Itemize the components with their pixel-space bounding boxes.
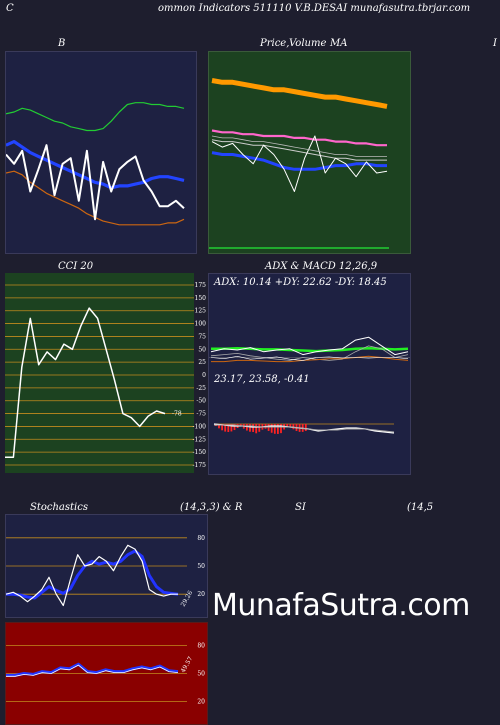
stoch-k-line <box>6 544 178 607</box>
stoch-tick-label: 50 <box>197 563 205 570</box>
adx-series-3-line <box>211 355 409 363</box>
price-chart <box>209 78 389 249</box>
macd-hist-bar <box>292 424 295 430</box>
cci-tick-label: -150 <box>193 449 207 456</box>
cci-tick-label: -125 <box>193 436 207 443</box>
price-title: Price, <box>260 38 290 49</box>
cci-value-label: -78 <box>172 411 182 418</box>
cci-tick-label: 100 <box>195 321 207 328</box>
cci-tick-label: -100 <box>193 423 207 430</box>
macd-hist-bar <box>273 424 276 434</box>
cci-chart: 175 150 125 100 75 50 25 0 -25 -50 -75 -100 -125 -150… <box>5 273 207 473</box>
rsi-params: (14,5 <box>407 502 434 513</box>
stoch-d-line <box>6 549 179 600</box>
brand-watermark: MunafaSutra.com <box>212 588 470 623</box>
page-title: ommon Indicators 511110 V.B.DESAI munafa… <box>158 3 471 14</box>
cci-tick-label: -75 <box>196 411 206 418</box>
macd-hist-bar <box>252 424 254 432</box>
macd-hist-bar <box>246 424 248 431</box>
stoch-tick-label: 20 <box>197 591 205 598</box>
stoch-value-label: 29.26 <box>180 589 195 608</box>
price-series-2-line <box>211 139 387 161</box>
macd-signal-line <box>214 424 395 433</box>
bollinger-chart <box>6 102 185 226</box>
macd-hist-bar <box>249 424 251 432</box>
rsi-chart: 80 50 20 49.57 <box>6 643 205 705</box>
macd-hist-bar <box>224 424 227 432</box>
macd-hist-bar <box>280 424 282 434</box>
macd-hist-bar <box>227 424 230 432</box>
macd-hist-bar <box>233 424 236 431</box>
stoch-panel: 80 50 20 29.26 <box>5 514 208 618</box>
cci-tick-label: 25 <box>198 359 206 366</box>
macd-values: 23.17, 23.58, -0.41 <box>214 374 310 385</box>
price-series-0-line <box>211 78 388 109</box>
macd-hist-bar <box>277 424 279 434</box>
adx-title: ADX & MACD 12,26,9 <box>265 261 378 272</box>
macd-hist-bar <box>218 424 220 429</box>
rsi-tick-label: 50 <box>197 671 205 678</box>
cci-line <box>5 307 166 459</box>
cci-tick-label: 0 <box>202 372 206 379</box>
cci-tick-label: 125 <box>195 308 207 315</box>
macd-hist-bar <box>304 424 307 431</box>
cci-tick-label: -25 <box>196 385 206 392</box>
price-ma-extra-line <box>211 135 387 157</box>
adx-series-1-line <box>210 336 409 356</box>
adx-chart <box>209 336 410 434</box>
adx-panel: ADX: 10.14 +DY: 22.62 -DY: 18.45 23.17, … <box>208 273 411 475</box>
stoch-title: Stochastics <box>30 502 88 513</box>
cci-tick-label: 50 <box>198 346 206 353</box>
bollinger-panel <box>5 51 197 254</box>
price-series-3-line <box>211 151 387 171</box>
ma-title: MA <box>330 38 348 49</box>
header-left-char: C <box>6 3 14 14</box>
rsi-tick-label: 20 <box>197 698 205 705</box>
price-series-1-line <box>211 129 387 147</box>
cci-tick-label: 150 <box>195 295 207 302</box>
bb-series-3-line <box>6 144 185 221</box>
price-series-4-line <box>211 135 388 192</box>
cci-tick-label: -50 <box>196 398 206 405</box>
rsi-value-label: 49.57 <box>180 655 195 674</box>
cci-tick-label: -175 <box>193 462 207 469</box>
adx-series-4-line <box>210 356 409 361</box>
cci-plot-bg <box>5 273 194 473</box>
macd-hist-bar <box>289 424 292 428</box>
rsi-title: SI <box>295 502 306 513</box>
stoch-tick-label: 80 <box>197 535 205 542</box>
cci-tick-label: 175 <box>195 282 207 289</box>
macd-hist-bar <box>286 424 289 428</box>
rsi-line <box>6 664 179 677</box>
price-panel <box>208 51 411 254</box>
macd-hist-bar <box>230 424 233 432</box>
volume-title: Volume <box>289 38 327 49</box>
macd-hist-bar <box>239 424 242 427</box>
rsi-tick-label: 80 <box>197 643 205 650</box>
rsi-panel: 80 50 20 49.57 <box>5 622 208 725</box>
macd-hist-bar <box>258 424 261 432</box>
cci-title: CCI 20 <box>58 261 94 272</box>
rsi-blue-line <box>6 662 179 677</box>
macd-hist-bar <box>270 424 273 433</box>
bb-series-0-line <box>6 102 185 132</box>
adx-series-2-line <box>210 345 409 361</box>
cci-tick-label: 75 <box>198 333 206 340</box>
right-edge-char: I <box>493 38 497 49</box>
stoch-params: (14,3,3) & R <box>180 502 243 513</box>
macd-hist-bar <box>255 424 258 434</box>
bb-series-1-line <box>6 139 185 190</box>
adx-values: ADX: 10.14 +DY: 22.62 -DY: 18.45 <box>214 277 387 288</box>
bb-title: B <box>58 38 66 49</box>
cci-panel: 175 150 125 100 75 50 25 0 -25 -50 -75 -100 -125 -150… <box>5 273 207 473</box>
macd-hist-bar <box>221 424 223 431</box>
